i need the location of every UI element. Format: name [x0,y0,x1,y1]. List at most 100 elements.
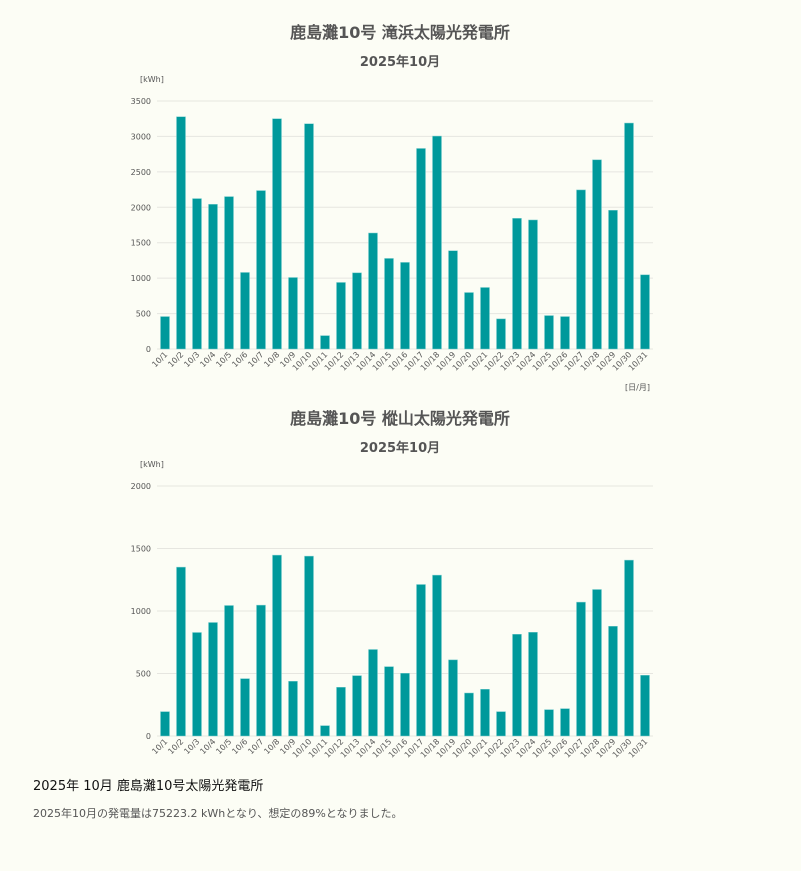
bar [432,135,442,350]
bar [320,335,330,350]
y-tick-label: 2000 [131,203,151,212]
bar [240,272,250,350]
x-tick-label: 10/8 [262,737,281,756]
bar [432,574,442,737]
bar [496,318,506,350]
y-tick-label: 1500 [131,545,151,554]
y-tick-label: 0 [146,345,151,354]
bar [448,659,458,737]
x-tick-label: 10/1 [150,350,169,369]
bar [624,122,634,350]
bar [608,210,618,350]
bar [640,274,650,350]
bar [272,118,282,350]
bar [448,250,458,350]
bar [512,218,522,350]
y-tick-label: 1000 [131,607,151,616]
bar [272,554,282,737]
bar [512,634,522,737]
bar [368,649,378,737]
bar [176,566,186,737]
bar [480,287,490,350]
bar [416,148,426,350]
bar [336,687,346,737]
y-tick-label: 500 [136,310,151,319]
bar [592,589,602,737]
bar [208,204,218,350]
bar [400,673,410,737]
chart-subtitle: 2025年10月 [360,54,440,70]
bar [224,605,234,737]
bar [256,604,266,737]
bar [384,258,394,350]
x-tick-label: 10/2 [166,350,185,369]
bar [352,272,362,350]
y-tick-label: 500 [136,670,151,679]
x-tick-label: 10/3 [182,737,201,756]
x-tick-label: 10/7 [246,737,265,756]
x-tick-label: 10/2 [166,737,185,756]
bar [464,292,474,350]
summary-title: 2025年 10月 鹿島灘10号太陽光発電所 [33,779,264,794]
x-tick-label: 10/1 [150,737,169,756]
bar [224,196,234,350]
chart-title: 鹿島灘10号 滝浜太陽光発電所 [290,23,510,42]
x-tick-label: 10/6 [230,737,249,756]
summary-text: 2025年10月の発電量は75223.2 kWhとなり、想定の89%となりました… [33,807,403,820]
bar [384,666,394,737]
bar [304,123,314,350]
y-tick-label: 3000 [131,132,151,141]
bar [336,282,346,350]
bar [560,708,570,737]
bar [576,189,586,350]
chart-subtitle: 2025年10月 [360,440,440,456]
y-tick-label: 1000 [131,274,151,283]
bar [352,675,362,737]
bar [528,219,538,350]
x-tick-label: 10/7 [246,350,265,369]
y-tick-label: 0 [146,732,151,741]
x-tick-label: 10/6 [230,350,249,369]
x-tick-label: 10/3 [182,350,201,369]
bar [192,198,202,350]
bar [592,159,602,350]
bar [208,622,218,737]
x-tick-label: 10/5 [214,350,233,369]
bar [544,709,554,737]
x-tick-label: 10/4 [198,737,217,756]
bar [640,675,650,737]
y-tick-label: 2000 [131,482,151,491]
x-axis-unit: [日/月] [625,383,650,392]
bar [528,632,538,737]
bar [288,681,298,737]
chart-title: 鹿島灘10号 樅山太陽光発電所 [290,409,510,428]
bar [192,632,202,737]
bar [160,316,170,350]
bar [464,692,474,737]
bar [416,584,426,737]
x-tick-label: 10/8 [262,350,281,369]
bar [304,555,314,737]
y-tick-label: 2500 [131,168,151,177]
bar [608,626,618,737]
bar [496,711,506,737]
bar [480,689,490,737]
bar [368,232,378,350]
bar [176,116,186,350]
bar [240,678,250,737]
x-tick-label: 10/5 [214,737,233,756]
bar [160,711,170,737]
x-tick-label: 10/4 [198,350,217,369]
bar [400,262,410,350]
bar [320,725,330,737]
bar [576,601,586,737]
bar [256,190,266,350]
bar [624,559,634,737]
bar [288,277,298,350]
y-axis-unit: [kWh] [140,460,164,469]
bar [560,316,570,350]
y-axis-unit: [kWh] [140,75,164,84]
bar [544,315,554,350]
y-tick-label: 1500 [131,239,151,248]
